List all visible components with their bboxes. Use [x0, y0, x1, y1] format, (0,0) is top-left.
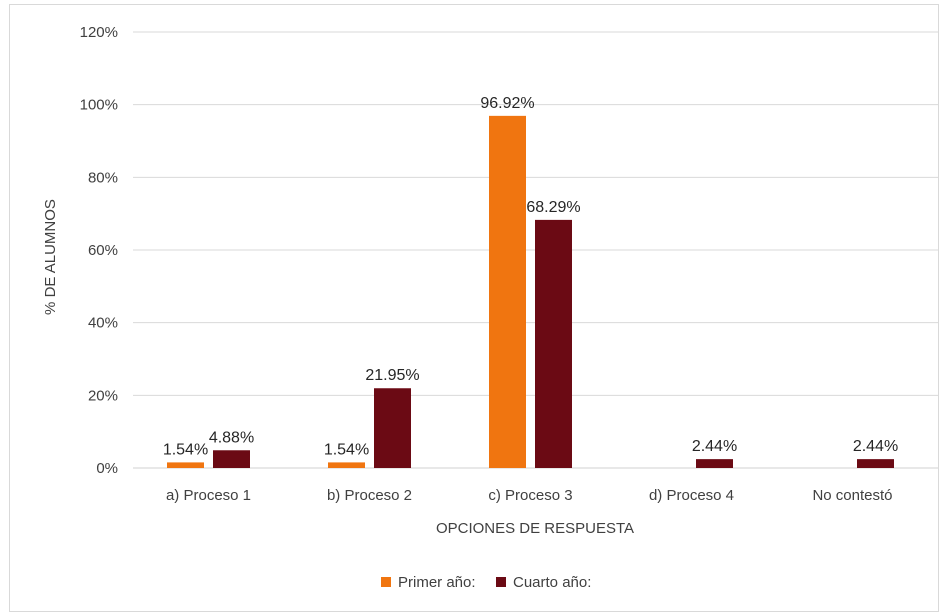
bar: [857, 459, 894, 468]
y-tick-label: 60%: [88, 242, 118, 259]
x-tick-label: b) Proceso 2: [327, 487, 412, 504]
gridlines: [133, 31, 938, 469]
data-label: 1.54%: [163, 441, 208, 458]
x-tick-label: c) Proceso 3: [488, 487, 572, 504]
bar: [489, 115, 526, 468]
y-tick-label: 0%: [96, 460, 118, 477]
y-tick-label: 120%: [80, 24, 118, 41]
y-tick-label: 20%: [88, 387, 118, 404]
x-tick-label: a) Proceso 1: [166, 487, 251, 504]
bars: [167, 115, 894, 468]
chart-frame: [9, 4, 939, 612]
legend: Primer año: Cuarto año:: [381, 574, 591, 591]
y-tick-label: 40%: [88, 315, 118, 332]
x-axis-ticks: a) Proceso 1 b) Proceso 2 c) Proceso 3 d) P…: [166, 487, 893, 504]
data-label: 2.44%: [692, 438, 737, 455]
legend-swatch: [496, 577, 506, 587]
bar: [696, 459, 733, 468]
bar: [328, 462, 365, 468]
y-axis-title: % DE ALUMNOS: [42, 199, 59, 315]
bar: [535, 219, 572, 468]
x-tick-label: d) Proceso 4: [649, 487, 734, 504]
data-label: 1.54%: [324, 441, 369, 458]
bar: [167, 462, 204, 468]
legend-swatch: [381, 577, 391, 587]
x-tick-label: No contestó: [812, 487, 892, 504]
legend-label: Primer año:: [398, 574, 476, 591]
data-label: 96.92%: [480, 95, 534, 112]
x-axis-title: OPCIONES DE RESPUESTA: [436, 520, 634, 537]
y-tick-label: 100%: [80, 97, 118, 114]
data-labels: 1.54%4.88%1.54%21.95%96.92%68.29%2.44% 2.…: [163, 95, 898, 459]
y-tick-label: 80%: [88, 169, 118, 186]
y-axis-ticks: 0% 20% 40% 60% 80% 100% 120%: [80, 24, 118, 477]
data-label: 4.88%: [209, 429, 254, 446]
data-label: 68.29%: [526, 199, 580, 216]
bar: [213, 450, 250, 468]
legend-label: Cuarto año:: [513, 574, 591, 591]
data-label: 2.44%: [853, 438, 898, 455]
data-label: 21.95%: [365, 367, 419, 384]
bar: [374, 388, 411, 468]
